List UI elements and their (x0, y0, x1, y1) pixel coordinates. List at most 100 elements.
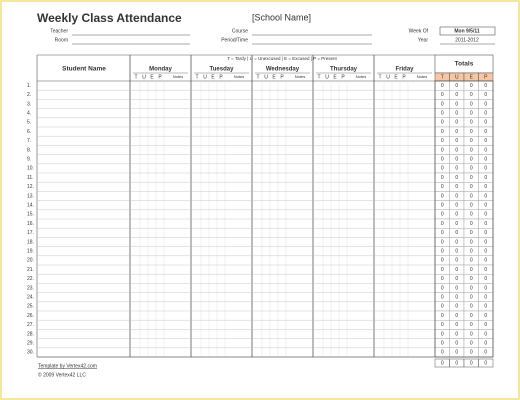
row-number: 3. (27, 101, 31, 107)
total-value: 0 (470, 129, 473, 135)
week-box (439, 26, 496, 36)
total-value: 0 (455, 175, 458, 181)
total-value: 0 (484, 239, 487, 245)
total-value: 0 (441, 267, 444, 273)
total-value: 0 (441, 184, 444, 190)
attendance-table: T = Tardy | U = Unexcused | E = Excused … (27, 54, 494, 368)
total-value: 0 (441, 350, 444, 356)
row-number: 25. (27, 304, 34, 310)
day-subheader: P (341, 74, 345, 80)
row-number: 13. (27, 193, 34, 199)
total-value: 0 (455, 276, 458, 282)
totals-subheader: E (470, 74, 474, 80)
row-number: 19. (27, 249, 34, 255)
total-value: 0 (484, 295, 487, 301)
day-subheader: E (272, 74, 276, 80)
total-value: 0 (470, 147, 473, 153)
day-subheader: U (386, 74, 390, 80)
total-value: 0 (484, 341, 487, 347)
row-number: 12. (27, 184, 34, 190)
day-name: Thursday (330, 67, 358, 73)
total-value: 0 (484, 129, 487, 135)
row-number: 1. (27, 83, 31, 89)
total-value: 0 (470, 203, 473, 209)
total-value: 0 (455, 221, 458, 227)
total-value: 0 (484, 267, 487, 273)
day-subheader: U (203, 74, 207, 80)
total-value: 0 (455, 147, 458, 153)
day-subheader: E (394, 74, 398, 80)
day-subheader: Notes (356, 74, 366, 79)
total-value: 0 (441, 147, 444, 153)
total-value: 0 (484, 313, 487, 319)
day-subheader: T (378, 74, 381, 80)
total-value: 0 (455, 193, 458, 199)
row-number: 11. (27, 175, 34, 181)
grand-total-cell (478, 358, 494, 368)
field-label: Room (55, 37, 68, 43)
total-value: 0 (470, 258, 473, 264)
total-value: 0 (470, 175, 473, 181)
total-value: 0 (441, 193, 444, 199)
row-number: 9. (27, 157, 31, 163)
total-value: 0 (455, 83, 458, 89)
total-value: 0 (455, 295, 458, 301)
total-value: 0 (455, 120, 458, 126)
total-value: 0 (441, 83, 444, 89)
row-number: 20. (27, 258, 34, 264)
row-number: 29. (27, 341, 34, 347)
row-number: 10. (27, 166, 34, 172)
row-number: 22. (27, 276, 34, 282)
total-value: 0 (470, 239, 473, 245)
day-subheader: P (158, 74, 162, 80)
row-number: 21. (27, 267, 34, 273)
total-value: 0 (455, 230, 458, 236)
total-value: 0 (441, 138, 444, 144)
total-value: 0 (441, 120, 444, 126)
total-value: 0 (484, 120, 487, 126)
total-value: 0 (470, 322, 473, 328)
title: Weekly Class Attendance (37, 11, 182, 25)
row-number: 27. (27, 322, 34, 328)
footer-credit: Template by Vertex42.com (38, 363, 97, 369)
total-value: 0 (484, 331, 487, 337)
total-value: 0 (484, 203, 487, 209)
total-value: 0 (455, 101, 458, 107)
total-value: 0 (441, 341, 444, 347)
total-value: 0 (455, 111, 458, 117)
week-of: Mon 9/5/11 (454, 28, 480, 34)
row-number: 30. (27, 350, 34, 356)
row-number: 18. (27, 239, 34, 245)
total-value: 0 (441, 322, 444, 328)
day-subheader: Notes (417, 74, 427, 79)
total-value: 0 (455, 138, 458, 144)
total-value: 0 (484, 221, 487, 227)
total-value: 0 (470, 304, 473, 310)
totals-subheader: P (484, 74, 488, 80)
day-subheader: T (317, 74, 320, 80)
field-label: Period/Time (221, 37, 248, 43)
day-subheader: E (150, 74, 154, 80)
total-value: 0 (455, 166, 458, 172)
day-subheader: P (402, 74, 406, 80)
total-value: 0 (455, 258, 458, 264)
total-value: 0 (441, 101, 444, 107)
totals-outline (434, 80, 494, 358)
total-value: 0 (441, 221, 444, 227)
day-name: Monday (149, 67, 172, 73)
total-value: 0 (470, 230, 473, 236)
total-value: 0 (484, 147, 487, 153)
grand-total-value: 0 (441, 360, 444, 366)
total-value: 0 (441, 313, 444, 319)
field-label: Course (232, 28, 248, 34)
total-value: 0 (484, 322, 487, 328)
total-value: 0 (484, 83, 487, 89)
total-value: 0 (441, 129, 444, 135)
total-value: 0 (441, 285, 444, 291)
grand-total-value: 0 (470, 360, 473, 366)
day-subheader: E (333, 74, 337, 80)
total-value: 0 (455, 92, 458, 98)
day-subheader: E (211, 74, 215, 80)
total-value: 0 (455, 341, 458, 347)
total-value: 0 (470, 138, 473, 144)
